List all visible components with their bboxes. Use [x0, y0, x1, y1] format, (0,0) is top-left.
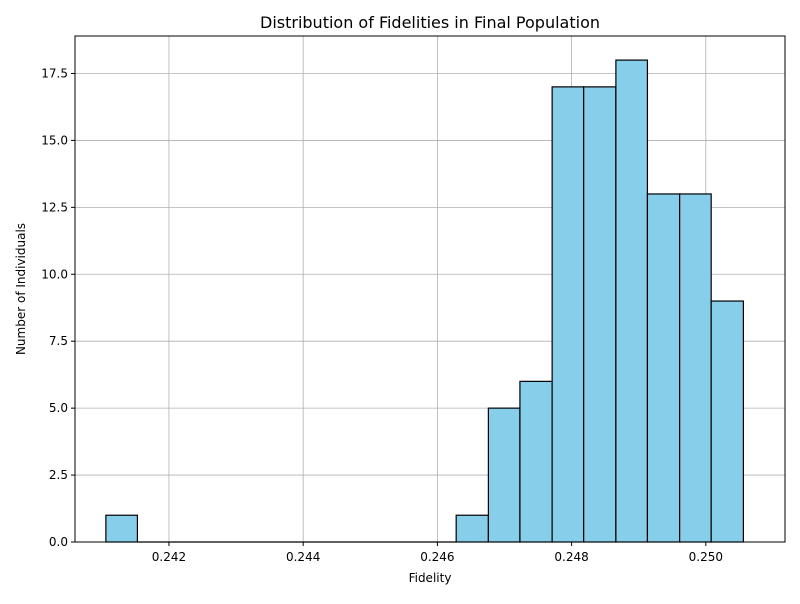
y-tick-label: 0.0: [49, 535, 68, 549]
chart-title: Distribution of Fidelities in Final Popu…: [260, 13, 600, 32]
histogram-bar: [487, 407, 521, 543]
histogram-bar: [679, 193, 712, 543]
y-tick-label: 7.5: [49, 334, 68, 348]
y-tick-label: 12.5: [41, 200, 68, 214]
y-tick-label: 2.5: [49, 468, 68, 482]
histogram-bar: [615, 59, 649, 543]
x-tick-label: 0.246: [420, 550, 454, 564]
x-tick-label: 0.242: [152, 550, 186, 564]
histogram-bar: [455, 514, 489, 543]
y-tick-label: 5.0: [49, 401, 68, 415]
x-tick-label: 0.250: [689, 550, 723, 564]
x-axis-label: Fidelity: [409, 571, 452, 585]
histogram-bar: [519, 380, 553, 543]
y-axis-ticks: 0.0 2.5 5.0 7.5 10.0 12.5 15.0 17.5: [41, 66, 75, 549]
y-axis-label: Number of Individuals: [14, 223, 28, 355]
histogram-bar: [710, 300, 744, 543]
x-tick-label: 0.244: [286, 550, 320, 564]
plot-frame: [74, 35, 786, 543]
y-tick-label: 10.0: [41, 267, 68, 281]
x-axis-ticks: 0.242 0.244 0.246 0.248 0.250: [152, 542, 723, 564]
histogram-bar: [105, 514, 139, 543]
y-tick-label: 15.0: [41, 133, 68, 147]
y-tick-label: 17.5: [41, 66, 68, 80]
histogram-bar: [583, 86, 617, 543]
bars: [105, 59, 744, 543]
x-tick-label: 0.248: [554, 550, 588, 564]
histogram-bar: [551, 86, 585, 543]
histogram-bar: [646, 193, 681, 543]
